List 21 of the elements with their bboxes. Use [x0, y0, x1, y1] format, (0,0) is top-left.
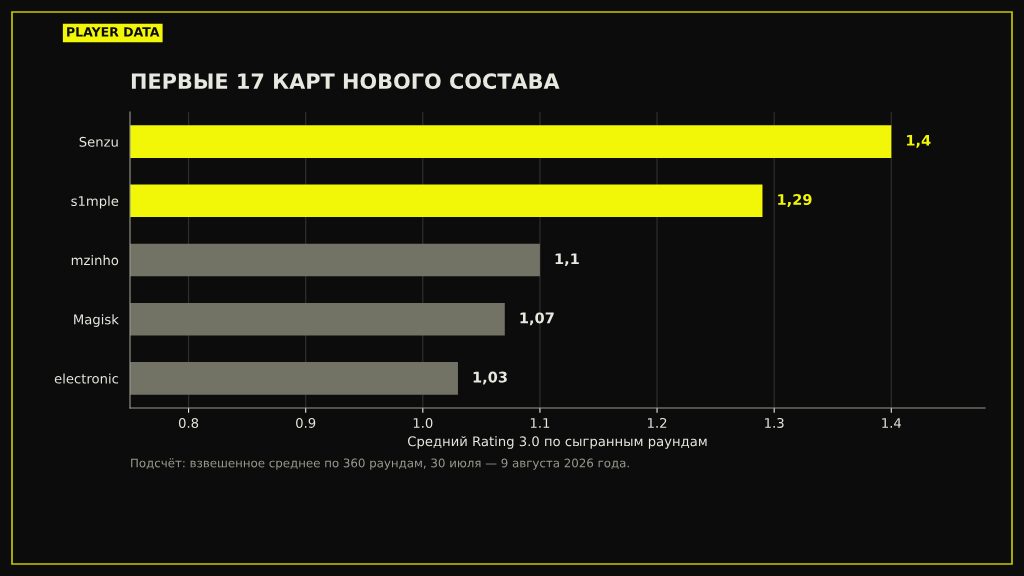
- data-label: 1,4: [907, 134, 931, 148]
- x-tick-label: 0.9: [296, 417, 316, 428]
- y-tick-label: electronic: [54, 373, 119, 384]
- data-label: 1,1: [555, 253, 579, 267]
- x-tick-label: 1.4: [882, 418, 902, 428]
- x-tick-label: 1.2: [648, 417, 667, 428]
- data-label: 1,29: [778, 194, 812, 207]
- chart-subtitle: PLAYER DATA: [67, 27, 160, 37]
- y-tick-label: Senzu: [79, 136, 118, 147]
- y-tick-label: s1mple: [71, 195, 119, 209]
- x-tick-label: 1.0: [413, 417, 433, 428]
- x-tick-label: 1.3: [765, 417, 784, 428]
- text: Подсчёт: взвешенное среднее по 360 раундам, 30 июля — 9 августа 2026 года.: [131, 458, 629, 470]
- y-tick-label: Magisk: [74, 314, 119, 327]
- data-label: 1,07: [520, 312, 554, 326]
- data-label: 1,03: [473, 371, 507, 385]
- chart-title: ПЕРВЫЕ 17 КАРТ НОВОГО СОСТАВА: [131, 73, 560, 90]
- y-tick-label: mzinho: [71, 254, 119, 266]
- x-axis-title: Средний Rating 3.0 по сыгранным раундам: [407, 436, 707, 449]
- x-tick-label: 0.8: [178, 417, 199, 428]
- x-tick-label: 1.1: [530, 418, 550, 428]
